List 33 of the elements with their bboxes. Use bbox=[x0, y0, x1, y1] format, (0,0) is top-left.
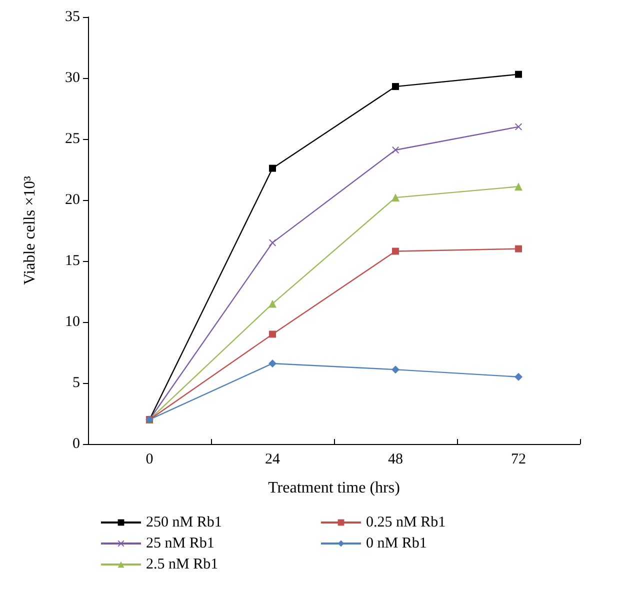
x-axis-title: Treatment time (hrs) bbox=[268, 480, 400, 496]
point bbox=[392, 366, 400, 374]
legend-label: 2.5 nM Rb1 bbox=[146, 556, 218, 572]
x-tick-label: 72 bbox=[511, 452, 526, 468]
point bbox=[392, 83, 399, 90]
y-tick-label: 5 bbox=[72, 375, 80, 391]
y-tick-label: 10 bbox=[65, 314, 80, 330]
legend-label: 0.25 nM Rb1 bbox=[366, 514, 446, 530]
legend-label: 25 nM Rb1 bbox=[146, 536, 214, 552]
point bbox=[269, 330, 276, 338]
x-tick-label: 48 bbox=[388, 452, 403, 468]
point bbox=[515, 70, 522, 78]
point bbox=[392, 194, 400, 202]
point bbox=[514, 182, 522, 191]
y-tick-label: 0 bbox=[72, 436, 80, 452]
x-tick-label: 24 bbox=[265, 452, 280, 468]
legend-label: 250 nM Rb1 bbox=[146, 514, 222, 530]
point bbox=[392, 146, 399, 154]
y-tick-label: 25 bbox=[65, 131, 80, 147]
y-tick-label: 15 bbox=[65, 253, 80, 269]
point bbox=[514, 372, 522, 381]
point bbox=[268, 300, 276, 308]
y-tick-label: 20 bbox=[65, 192, 80, 208]
point bbox=[269, 164, 276, 172]
x-tick-label: 0 bbox=[146, 452, 154, 468]
point bbox=[268, 359, 276, 368]
point bbox=[269, 239, 276, 246]
y-tick-label: 30 bbox=[65, 70, 80, 86]
legend-label: 0 nM Rb1 bbox=[366, 536, 427, 552]
y-tick-label: 35 bbox=[65, 9, 80, 25]
y-axis-title: Viable cells ×10³ bbox=[22, 176, 38, 285]
point bbox=[515, 245, 522, 252]
point bbox=[392, 248, 399, 255]
